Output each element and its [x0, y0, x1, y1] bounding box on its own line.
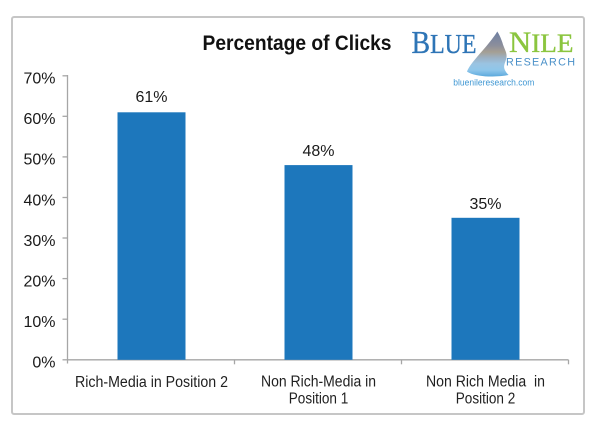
- svg-text:Non Rich Media in: Non Rich Media in: [426, 373, 545, 390]
- svg-text:50%: 50%: [24, 152, 56, 169]
- svg-text:Percentage of Clicks: Percentage of Clicks: [203, 32, 392, 55]
- svg-text:NILE: NILE: [509, 26, 574, 59]
- svg-text:bluenileresearch.com: bluenileresearch.com: [453, 78, 534, 88]
- svg-text:40%: 40%: [24, 192, 56, 209]
- svg-text:30%: 30%: [24, 233, 56, 250]
- svg-text:60%: 60%: [24, 111, 56, 128]
- svg-text:20%: 20%: [24, 273, 56, 290]
- svg-text:48%: 48%: [302, 143, 334, 160]
- svg-text:RESEARCH: RESEARCH: [506, 57, 575, 69]
- svg-text:35%: 35%: [469, 196, 501, 213]
- svg-text:Position 2: Position 2: [456, 390, 516, 407]
- svg-text:Rich-Media in Position 2: Rich-Media in Position 2: [75, 374, 228, 391]
- svg-text:Non Rich-Media in: Non Rich-Media in: [261, 373, 376, 390]
- svg-text:BLUE: BLUE: [412, 25, 477, 60]
- svg-text:10%: 10%: [24, 314, 56, 331]
- svg-text:70%: 70%: [24, 71, 56, 88]
- svg-text:0%: 0%: [32, 355, 55, 372]
- svg-text:61%: 61%: [135, 89, 167, 106]
- svg-text:Position 1: Position 1: [289, 390, 349, 407]
